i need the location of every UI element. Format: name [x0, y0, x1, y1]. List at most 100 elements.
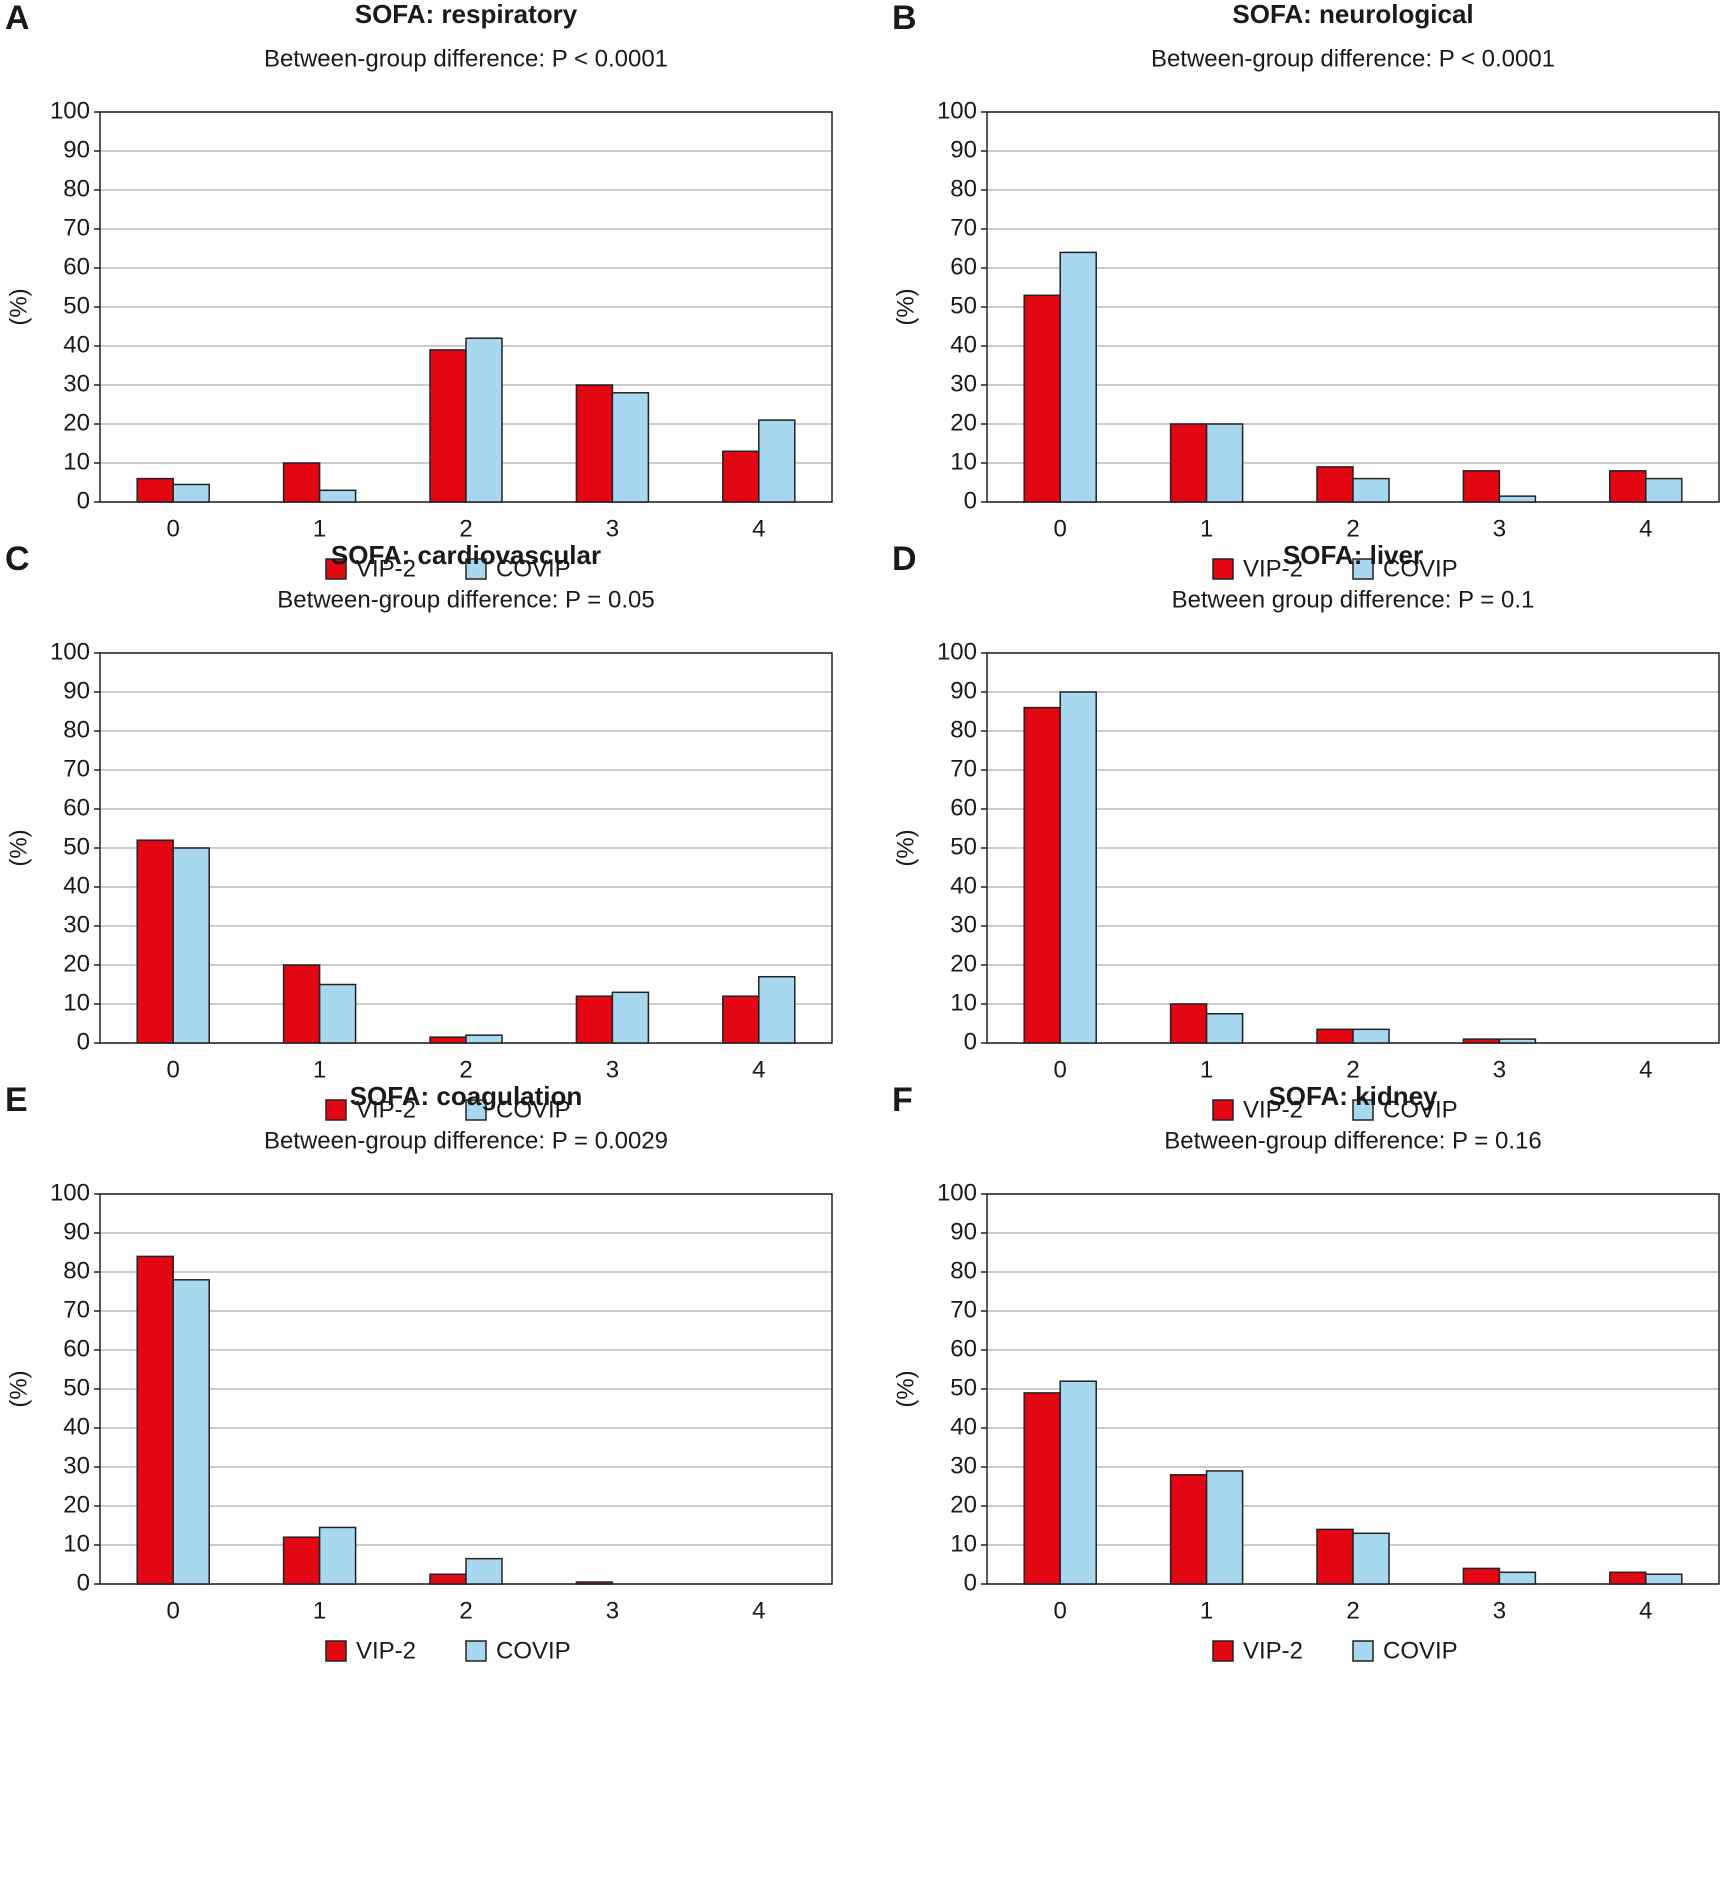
bar — [465, 337, 503, 503]
chart-title: SOFA: coagulation — [350, 1081, 583, 1111]
panel-letter: C — [5, 540, 30, 578]
bar — [172, 1279, 210, 1585]
bar — [465, 1034, 503, 1044]
y-tick-label: 0 — [77, 1569, 90, 1596]
y-tick-label: 10 — [63, 1530, 90, 1557]
x-tick-label: 2 — [1346, 515, 1359, 542]
legend-label: COVIP — [1383, 1637, 1458, 1664]
y-tick-label: 30 — [63, 1452, 90, 1479]
y-tick-label: 20 — [950, 409, 977, 436]
bar — [429, 349, 467, 503]
legend-label: COVIP — [1383, 555, 1458, 582]
legend-label: VIP-2 — [1243, 555, 1303, 582]
bar — [1169, 1474, 1208, 1585]
bar — [1059, 691, 1097, 1044]
y-tick-label: 20 — [63, 950, 90, 977]
x-tick-label: 2 — [459, 515, 472, 542]
bar — [1609, 470, 1647, 503]
bar — [575, 995, 614, 1044]
y-tick-label: 100 — [50, 1179, 90, 1206]
y-tick-label: 10 — [950, 1530, 977, 1557]
x-tick-label: 0 — [167, 1597, 180, 1624]
bar — [1462, 470, 1501, 503]
bar — [1498, 495, 1537, 503]
y-tick-label: 70 — [63, 755, 90, 782]
bar — [465, 1557, 503, 1585]
y-tick-label: 100 — [937, 638, 977, 665]
y-tick-label: 10 — [63, 448, 90, 475]
bar — [722, 450, 760, 503]
y-tick-label: 60 — [950, 1335, 977, 1362]
bar — [282, 964, 321, 1044]
y-tick-label: 50 — [63, 292, 90, 319]
bar — [1059, 251, 1097, 503]
y-tick-label: 100 — [937, 97, 977, 124]
x-tick-label: 4 — [752, 515, 765, 542]
bar — [1609, 1571, 1647, 1585]
bar — [1059, 1380, 1097, 1585]
y-tick-label: 90 — [63, 136, 90, 163]
bar — [1352, 477, 1390, 503]
x-tick-label: 0 — [1054, 515, 1067, 542]
x-tick-label: 4 — [752, 1597, 765, 1624]
y-tick-label: 30 — [63, 370, 90, 397]
y-tick-label: 30 — [950, 911, 977, 938]
y-tick-label: 0 — [964, 1028, 977, 1055]
bar — [758, 419, 796, 503]
bar — [1316, 1528, 1354, 1585]
bar — [1023, 1392, 1061, 1585]
x-tick-label: 1 — [1200, 515, 1213, 542]
legend-label: VIP-2 — [356, 1637, 416, 1664]
x-tick-label: 1 — [1200, 1597, 1213, 1624]
legend-swatch — [465, 558, 487, 580]
legend-label: VIP-2 — [1243, 1637, 1303, 1664]
y-axis-label: (%) — [892, 1370, 919, 1407]
y-tick-label: 0 — [964, 487, 977, 514]
x-tick-label: 3 — [606, 515, 619, 542]
y-tick-label: 30 — [63, 911, 90, 938]
x-tick-label: 3 — [1493, 1056, 1506, 1083]
y-tick-label: 70 — [950, 755, 977, 782]
x-tick-label: 4 — [1639, 515, 1652, 542]
chart-title: SOFA: respiratory — [355, 0, 578, 29]
y-tick-label: 100 — [937, 1179, 977, 1206]
bar — [611, 991, 650, 1044]
y-tick-label: 80 — [950, 716, 977, 743]
y-axis-label: (%) — [5, 829, 32, 866]
y-tick-label: 20 — [63, 1491, 90, 1518]
panel-letter: D — [892, 540, 917, 578]
y-tick-label: 50 — [950, 292, 977, 319]
y-tick-label: 80 — [950, 175, 977, 202]
bar — [136, 1255, 174, 1585]
y-tick-label: 40 — [63, 872, 90, 899]
bar — [1316, 1028, 1354, 1044]
bar — [758, 975, 796, 1044]
y-tick-label: 0 — [964, 1569, 977, 1596]
y-tick-label: 30 — [950, 1452, 977, 1479]
bar — [1352, 1532, 1390, 1585]
y-tick-label: 100 — [50, 638, 90, 665]
legend-label: COVIP — [496, 1637, 571, 1664]
legend-label: COVIP — [496, 555, 571, 582]
y-tick-label: 60 — [63, 794, 90, 821]
bar — [1498, 1038, 1537, 1044]
y-tick-label: 40 — [950, 1413, 977, 1440]
x-tick-label: 4 — [1639, 1056, 1652, 1083]
y-tick-label: 80 — [950, 1257, 977, 1284]
y-tick-label: 0 — [77, 487, 90, 514]
y-tick-label: 40 — [63, 331, 90, 358]
legend-label: COVIP — [1383, 1096, 1458, 1123]
y-tick-label: 10 — [63, 989, 90, 1016]
y-tick-label: 70 — [63, 214, 90, 241]
bar — [1205, 1013, 1244, 1044]
bar — [1205, 1470, 1244, 1585]
x-tick-label: 2 — [1346, 1597, 1359, 1624]
legend-swatch — [325, 1099, 347, 1121]
x-tick-label: 2 — [459, 1597, 472, 1624]
legend-swatch — [1352, 558, 1374, 580]
x-tick-label: 3 — [1493, 515, 1506, 542]
y-tick-label: 40 — [950, 872, 977, 899]
x-tick-label: 4 — [1639, 1597, 1652, 1624]
chart-subtitle: Between-group difference: P < 0.0001 — [1151, 45, 1555, 72]
bar — [136, 839, 174, 1044]
